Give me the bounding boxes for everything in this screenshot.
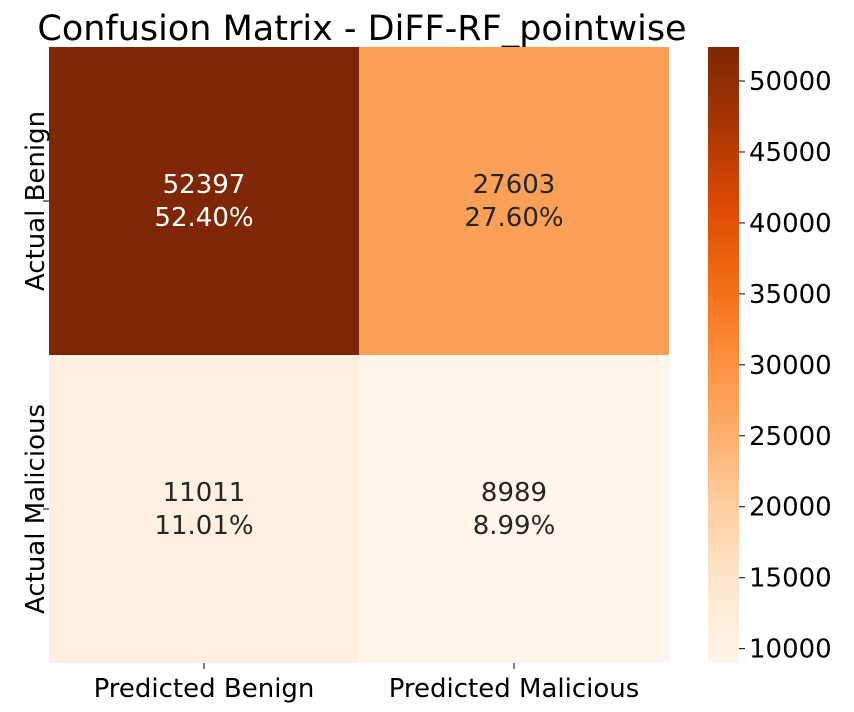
cell-percent-label: 52.40% [154,203,253,233]
colorbar-gradient [708,47,739,663]
row-tick-labels: Actual Benign Actual Malicious [21,111,51,614]
row-tick-label: Actual Malicious [21,404,51,614]
cell-count-label: 52397 [163,170,246,200]
heatmap-cell [359,47,669,355]
heatmap-cell [49,355,359,663]
colorbar-tick-label: 40000 [749,209,832,239]
cell-percent-label: 11.01% [154,511,253,541]
colorbar-tick-label: 45000 [749,138,832,168]
col-tick-label: Predicted Malicious [389,674,640,704]
colorbar-tick-label: 50000 [749,67,832,97]
colorbar: 10000 15000 20000 25000 30000 35000 40000 45000… [708,47,832,665]
col-tick-label: Predicted Benign [94,674,315,704]
heatmap-cell [49,47,359,355]
colorbar-tick-label: 30000 [749,351,832,381]
row-tick-label: Actual Benign [21,111,51,291]
cell-percent-label: 8.99% [473,511,556,541]
colorbar-tick-label: 10000 [749,635,832,665]
colorbar-tick-label: 35000 [749,280,832,310]
col-tick-labels: Predicted Benign Predicted Malicious [94,663,640,704]
cell-count-label: 27603 [473,170,556,200]
cell-percent-label: 27.60% [464,203,563,233]
colorbar-tick-label: 20000 [749,493,832,523]
cell-count-label: 8989 [481,478,547,508]
chart-title: Confusion Matrix - DiFF-RF_pointwise [37,9,686,49]
heatmap-cell [359,355,669,663]
colorbar-tick-label: 25000 [749,422,832,452]
colorbar-tick-label: 15000 [749,564,832,594]
cell-count-label: 11011 [163,478,246,508]
